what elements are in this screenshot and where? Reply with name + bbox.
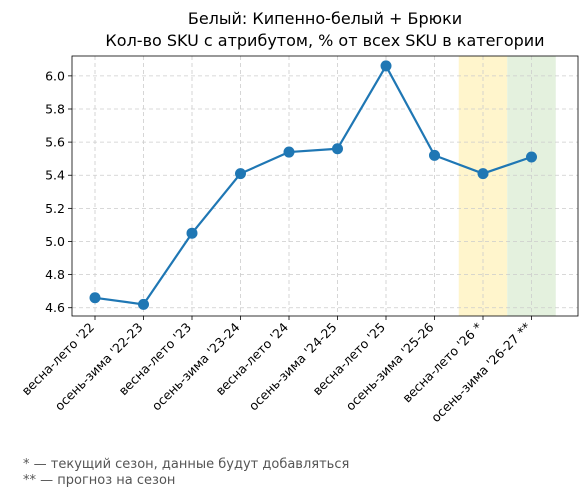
data-point bbox=[526, 151, 537, 163]
data-point bbox=[477, 168, 489, 180]
footnote-forecast: ** — прогноз на сезон bbox=[23, 473, 176, 488]
data-point bbox=[283, 146, 295, 158]
data-point bbox=[235, 168, 246, 180]
x-tick-label: осень-зима '25-26 bbox=[343, 319, 437, 413]
data-point bbox=[429, 149, 440, 161]
data-point bbox=[89, 292, 101, 304]
x-tick-label: осень-зима '24-25 bbox=[246, 320, 340, 414]
line-chart: Белый: Кипенно-белый + Брюки Кол-во SKU … bbox=[18, 9, 579, 426]
x-tick-label: осень-зима '23-24 bbox=[149, 319, 243, 413]
data-point bbox=[138, 298, 149, 310]
series-line bbox=[94, 64, 532, 306]
y-tick-label: 5.2 bbox=[45, 201, 65, 216]
y-tick-label: 5.6 bbox=[45, 135, 65, 150]
data-point bbox=[380, 60, 392, 72]
plot-frame bbox=[71, 55, 579, 317]
x-tick-label: осень-зима '22-23 bbox=[52, 320, 146, 414]
y-tick-label: 5.0 bbox=[45, 234, 65, 249]
y-tick-label: 5.8 bbox=[45, 101, 65, 116]
y-tick-label: 4.8 bbox=[45, 267, 65, 282]
data-point bbox=[186, 227, 198, 239]
chart-title-line-1: Белый: Кипенно-белый + Брюки bbox=[188, 9, 462, 28]
y-tick-label: 6.0 bbox=[45, 68, 65, 83]
x-tick-label: осень-зима '26-27 ** bbox=[428, 320, 534, 426]
y-tick-label: 4.6 bbox=[45, 300, 65, 315]
chart-title-line-2: Кол-во SKU с атрибутом, % от всех SKU в … bbox=[105, 31, 544, 50]
footnote-current-season: * — текущий сезон, данные будут добавлят… bbox=[23, 457, 350, 472]
data-point bbox=[332, 143, 343, 155]
y-tick-label: 5.4 bbox=[45, 168, 65, 183]
